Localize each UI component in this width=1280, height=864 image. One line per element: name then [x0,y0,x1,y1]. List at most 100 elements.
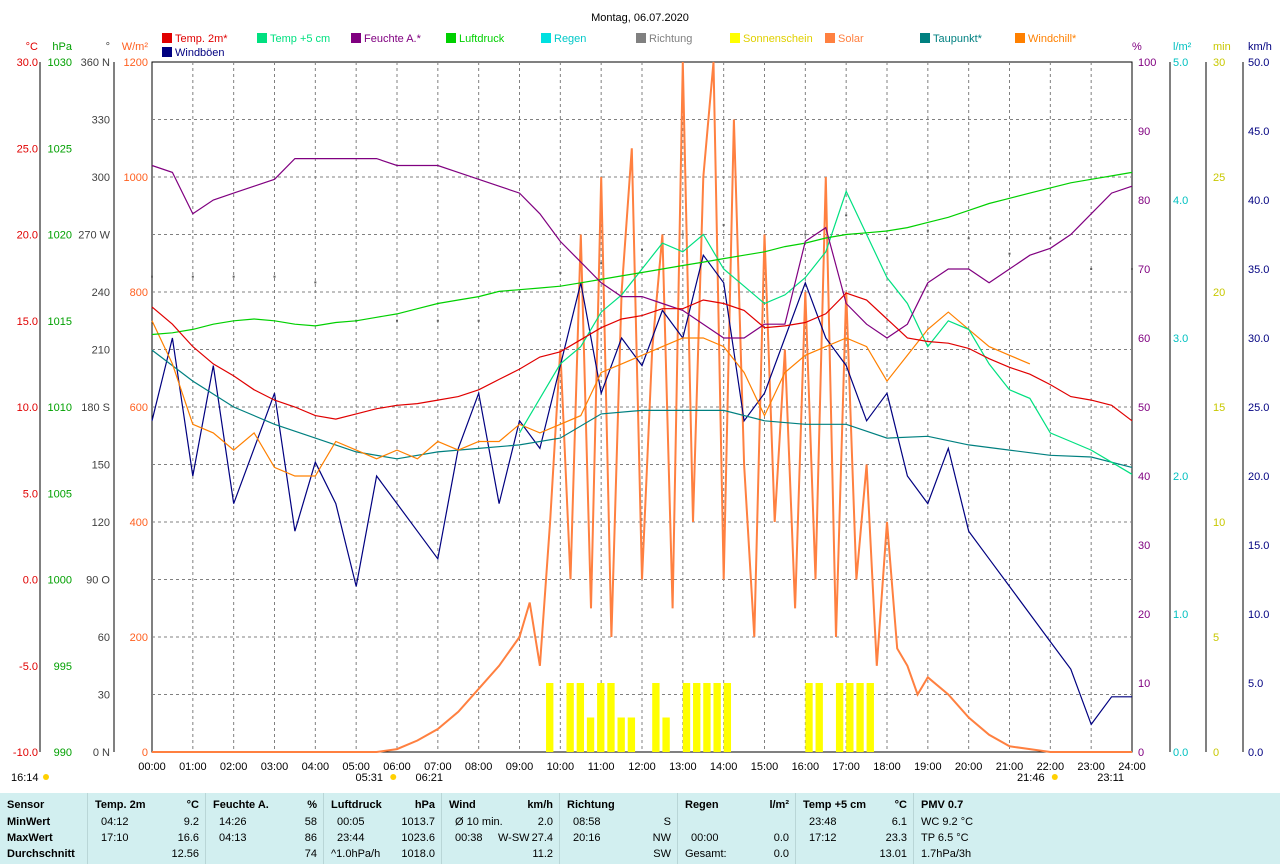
sunshine-bar [856,683,864,752]
legend-swatch [825,33,835,43]
legend-label: Sonnenschein [743,33,813,45]
axis-tick-label: 200 [130,632,148,644]
sunshine-bar [713,683,721,752]
series-line-windchill [151,311,1031,477]
wind-max: 27.4 [531,832,553,844]
x-tick-label: 24:00 [1118,761,1146,773]
axis-tick-label: 240 [92,287,110,299]
axis-tick-label: 25.0 [1248,402,1269,414]
axis-unit: ° [106,41,110,53]
series-line-windb-en [151,253,1132,726]
x-tick-label: 03:00 [261,761,289,773]
temp5cm-avg: 13.01 [879,848,907,860]
weather-chart: Montag, 06.07.2020 Temp. 2m* Temp +5 cm Feu… [11,12,1272,784]
x-tick-label: 19:00 [914,761,942,773]
axis-tick-label: 0.0 [23,575,38,587]
axis-tick-label: 270 W [78,230,110,242]
axis-tick-label: 150 [92,460,110,472]
summary-unit-regen: l/m² [769,799,789,811]
summary-head-temp2m: Temp. 2m [95,799,146,811]
legend-swatch [730,33,740,43]
x-tick-label: 23:00 [1077,761,1105,773]
temp2m-min: 9.2 [183,816,199,828]
axis-tick-label: 5.0 [1248,678,1263,690]
axis-tick-label: 0.0 [1248,747,1263,759]
summary-head-feuchte: Feuchte A. [213,799,269,811]
axis-tick-label: 10.0 [1248,609,1269,621]
axis-tick-label: 20 [1138,609,1150,621]
sunshine-bar [866,683,874,752]
direction-point [559,271,562,274]
legend-swatch [351,33,361,43]
sunrise-marker: 05:31 [355,772,383,784]
sunshine-bar [815,683,823,752]
axis-tick-label: 30 [1138,540,1150,552]
summary-head-temp5cm: Temp +5 cm [803,799,867,811]
luftdruck-min-time: 00:05 [337,816,365,828]
axis-tick-label: 70 [1138,264,1150,276]
feuchte-min: 58 [304,816,317,828]
axis-tick-label: 10.0 [17,402,38,414]
regen-max: 0.0 [773,832,789,844]
summary-unit-luftdruck: hPa [414,799,435,811]
summary-row-min: MinWert [7,816,51,828]
axis-tick-label: 50.0 [1248,57,1269,69]
x-tick-label: 05:00 [342,761,370,773]
axis-tick-label: 60 [1138,333,1150,345]
wind-avg10: 2.0 [537,816,553,828]
summary-col-luftdruck: Luftdruck hPa 00:05 1013.7 23:44 1023.6 … [323,793,441,864]
x-tick-label: 16:00 [792,761,820,773]
x-tick-label: 07:00 [424,761,452,773]
axis-tick-label: 5.0 [23,488,38,500]
axis-tick-label: 1030 [48,57,72,69]
axis-unit: km/h [1248,41,1272,53]
legend-swatch [920,33,930,43]
sunshine-bar [693,683,701,752]
sunshine-bar [652,683,660,752]
temp5cm-max-time: 17:12 [809,832,837,844]
pmv-trend: 1.7hPa/3h [921,848,972,860]
direction-point [926,229,929,232]
x-tick-label: 00:00 [138,761,166,773]
direction-point [1049,237,1052,240]
axis-tick-label: 1010 [48,402,72,414]
x-tick-label: 12:00 [628,761,656,773]
temp2m-min-time: 04:12 [101,816,129,828]
summary-table: Sensor MinWert MaxWert Durchschnitt Temp… [0,793,1280,864]
sunshine-bar [835,683,844,752]
temp2m-max: 16.6 [177,832,199,844]
sunshine-bar [597,683,605,752]
legend-swatch [257,33,267,43]
chart-svg: Montag, 06.07.2020 Temp. 2m* Temp +5 cm Feu… [11,12,1272,784]
axis-tick-label: 15.0 [17,316,38,328]
summary-col-regen: Regen l/m² 00:00 0.0 Gesamt: 0.0 [677,793,795,864]
legend-swatch [446,33,456,43]
legend-label: Feuchte A.* [364,33,422,45]
direction-point [1131,268,1133,270]
sunshine-bar [607,683,615,752]
direction-point [886,237,888,240]
summary-head-luftdruck: Luftdruck [331,799,382,811]
axis-tick-label: -10.0 [13,747,38,759]
axis-tick-label: 1000 [48,575,72,587]
luftdruck-avg: 1018.0 [401,848,435,860]
sunshine-bar [627,717,636,752]
direction-point [804,233,807,236]
summary-unit-feuchte: % [307,799,317,811]
sunrise-icon [390,774,397,780]
legend-label: Solar [838,33,864,45]
axis-unit: hPa [52,41,72,53]
axis-tick-label: 10 [1213,517,1225,529]
axis-tick-label: 100 [1138,57,1156,69]
axis-tick-label: 5.0 [1173,57,1188,69]
now-marker: 16:14 [11,772,39,784]
wind-max-time: 00:38 [455,832,483,844]
sunshine-bar [546,683,554,752]
regen-total-label: Gesamt: [685,848,727,860]
sun-icon [43,774,49,780]
axis-tick-label: 35.0 [1248,264,1269,276]
series-line-taupunkt [151,349,1133,468]
feuchte-min-time: 14:26 [219,816,247,828]
axis-unit: % [1132,41,1142,53]
legend-label: Temp +5 cm [270,33,330,45]
